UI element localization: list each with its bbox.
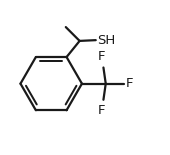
Text: SH: SH bbox=[97, 34, 116, 47]
Text: F: F bbox=[126, 77, 133, 90]
Text: F: F bbox=[98, 50, 106, 63]
Text: F: F bbox=[98, 104, 106, 117]
